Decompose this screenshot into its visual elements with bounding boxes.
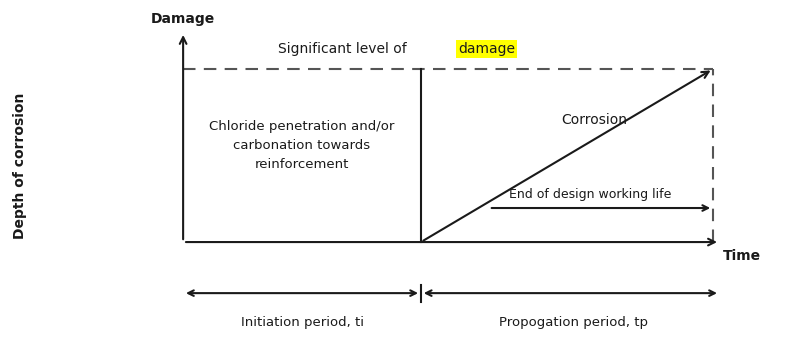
- Text: End of design working life: End of design working life: [510, 188, 672, 201]
- Text: damage: damage: [458, 42, 515, 56]
- Text: Chloride penetration and/or
carbonation towards
reinforcement: Chloride penetration and/or carbonation …: [209, 120, 395, 171]
- Text: Significant level of: Significant level of: [278, 42, 412, 56]
- Text: Damage: Damage: [151, 12, 215, 26]
- Text: Time: Time: [724, 249, 762, 263]
- Text: Corrosion: Corrosion: [561, 113, 627, 127]
- Text: Propogation period, tp: Propogation period, tp: [499, 316, 649, 329]
- Text: Initiation period, ti: Initiation period, ti: [240, 316, 363, 329]
- Text: Depth of corrosion: Depth of corrosion: [13, 93, 27, 239]
